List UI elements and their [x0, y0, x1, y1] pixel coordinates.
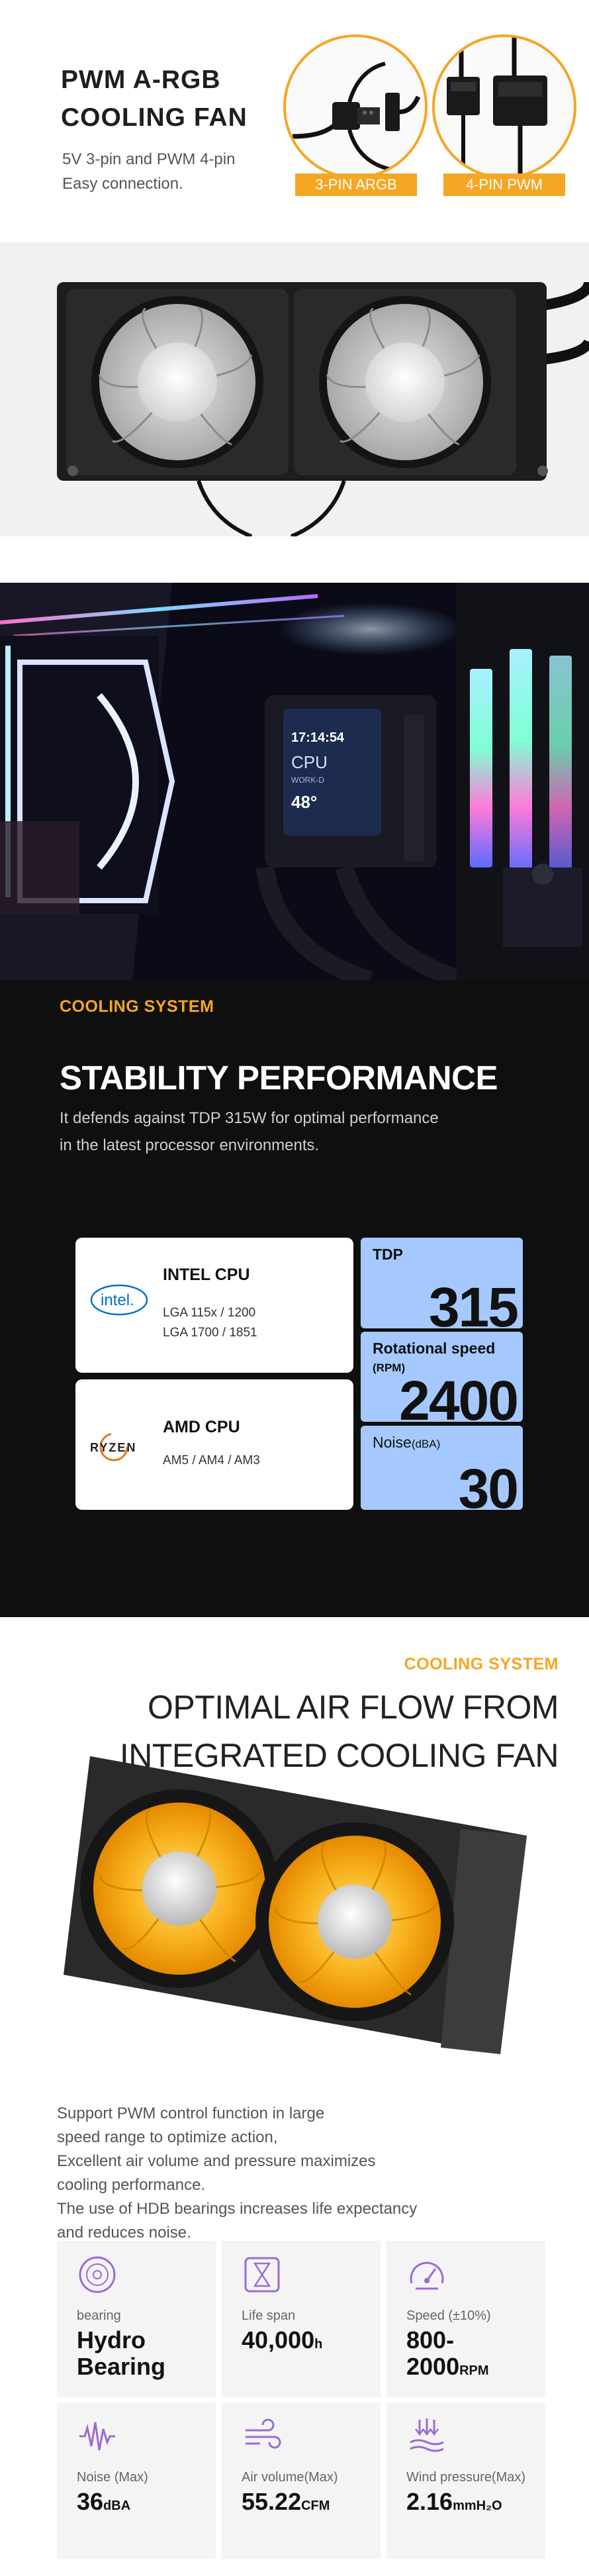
- stability-section: COOLING SYSTEM STABILITY PERFORMANCE It …: [0, 980, 589, 1617]
- lcd-sub: WORK-D: [291, 775, 324, 785]
- connector-subtitle: 5V 3-pin and PWM 4-pin Easy connection.: [62, 150, 236, 193]
- pc-build-photo: 17:14:54 CPU WORK-D 48°: [0, 583, 589, 980]
- feature-noise: Noise (Max) 36dBA: [57, 2403, 216, 2559]
- airflow-section: COOLING SYSTEM OPTIMAL AIR FLOW FROM INT…: [0, 1617, 589, 2576]
- radiator-rgb-image: [64, 1756, 553, 2054]
- argb-label: 3-PIN ARGB: [295, 173, 417, 196]
- noise-value: 30: [458, 1458, 519, 1510]
- feature-pressure: Wind pressure(Max) 2.16mmH₂O: [386, 2403, 545, 2559]
- amd-cpu-name: AMD CPU: [163, 1418, 240, 1436]
- airflow-title: OPTIMAL AIR FLOW FROM INTEGRATED COOLING…: [119, 1689, 559, 1774]
- pressure-icon: [406, 2416, 447, 2457]
- feature-airvolume: Air volume(Max) 55.22CFM: [222, 2403, 381, 2559]
- lcd-temp: 48°: [291, 792, 317, 812]
- noise-spec: Noise(dBA) 30: [361, 1426, 523, 1510]
- speed-label: Rotational speed (RPM): [373, 1340, 496, 1374]
- hourglass-icon: [242, 2254, 283, 2295]
- intel-socket-1: LGA 115x / 1200: [163, 1306, 256, 1320]
- lcd-time: 17:14:54: [291, 730, 345, 745]
- connector-title: PWM A-RGB COOLING FAN: [61, 66, 248, 132]
- rgb-fan-right: [255, 1822, 454, 2021]
- feature-bearing: bearing Hydro Bearing: [57, 2241, 216, 2397]
- tdp-label: TDP: [373, 1246, 403, 1263]
- amd-cpu-card: RYZEN AMD CPU AM5 / AM4 / AM3: [75, 1379, 353, 1510]
- tdp-spec: TDP 315: [361, 1238, 523, 1328]
- bearing-icon: [77, 2254, 118, 2295]
- speed-spec: Rotational speed (RPM) 2400: [361, 1332, 523, 1422]
- svg-text:RYZEN: RYZEN: [90, 1441, 136, 1454]
- feature-lifespan: Life span 40,000h: [222, 2241, 381, 2397]
- intel-logo-icon: intel.: [89, 1279, 150, 1320]
- pwm-connector-image: [432, 34, 576, 179]
- argb-connector-image: [283, 34, 428, 179]
- noise-label: Noise(dBA): [373, 1434, 441, 1451]
- stability-eyebrow: COOLING SYSTEM: [60, 997, 214, 1016]
- fan-right: [319, 296, 491, 468]
- pwm-label: 4-PIN PWM: [443, 173, 565, 196]
- airflow-description: Support PWM control function in large sp…: [57, 2105, 418, 2242]
- stability-title: STABILITY PERFORMANCE: [60, 1059, 498, 1097]
- speed-value: 2400: [399, 1369, 519, 1422]
- connector-section: PWM A-RGB COOLING FAN 5V 3-pin and PWM 4…: [0, 0, 589, 225]
- lcd-label: CPU: [291, 752, 328, 772]
- svg-text:intel.: intel.: [101, 1291, 134, 1309]
- speedometer-icon: [406, 2254, 447, 2295]
- fan-left: [91, 296, 263, 468]
- ryzen-logo-icon: RYZEN: [87, 1431, 154, 1463]
- wind-icon: [242, 2416, 283, 2457]
- stability-description: It defends against TDP 315W for optimal …: [60, 1109, 439, 1154]
- intel-cpu-name: INTEL CPU: [163, 1265, 250, 1284]
- airflow-eyebrow: COOLING SYSTEM: [404, 1655, 559, 1673]
- tdp-value: 315: [428, 1276, 519, 1328]
- rgb-fan-left: [80, 1789, 279, 1988]
- intel-socket-2: LGA 1700 / 1851: [163, 1326, 257, 1340]
- intel-cpu-card: intel. INTEL CPU LGA 115x / 1200 LGA 170…: [75, 1238, 353, 1373]
- amd-socket: AM5 / AM4 / AM3: [163, 1454, 260, 1467]
- sound-wave-icon: [77, 2416, 118, 2457]
- feature-speed: Speed (±10%) 800- 2000RPM: [386, 2241, 545, 2397]
- radiator-photo: [0, 242, 589, 536]
